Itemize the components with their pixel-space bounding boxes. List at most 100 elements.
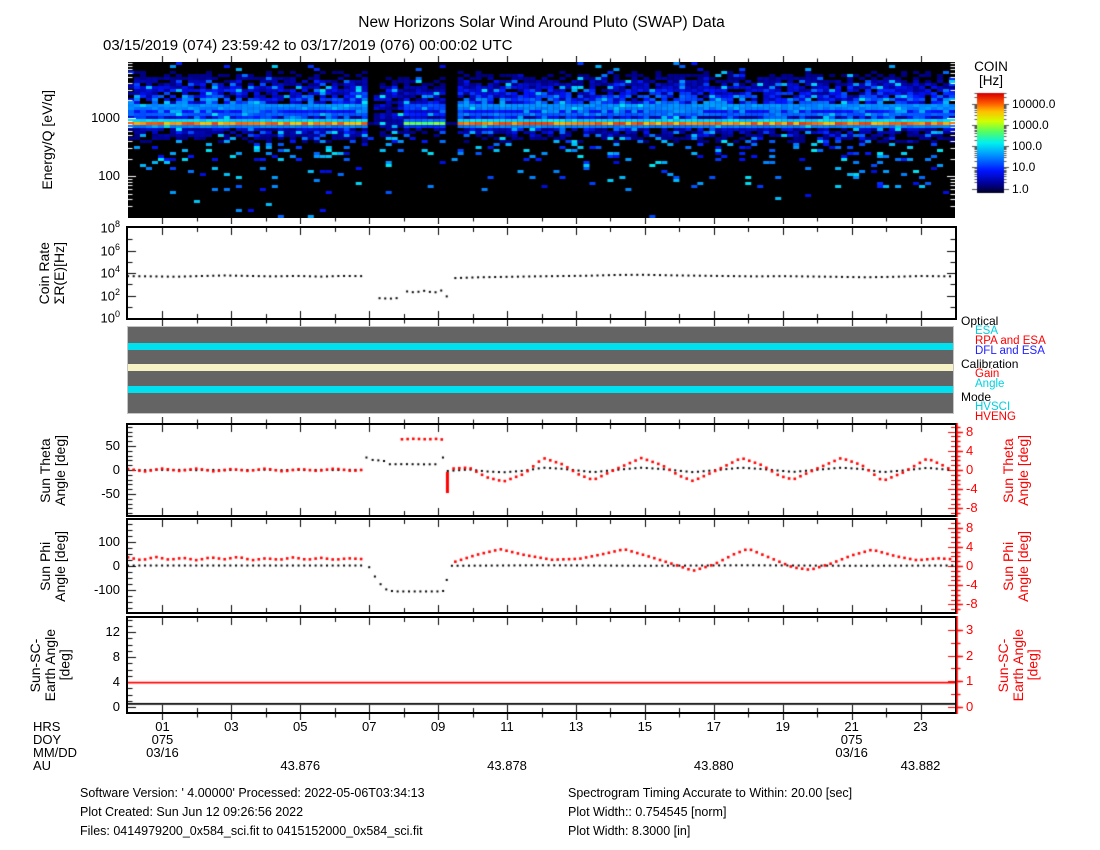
- spectrogram-ylabel-text: Energy/Q [eV/q]: [38, 90, 55, 190]
- energy-spectrogram-canvas: [128, 62, 955, 218]
- sun-sc-earth-right-axis-title: Sun-SC- Earth Angle [deg]: [994, 618, 1042, 712]
- colorbar-tick-label: 10.0: [1012, 160, 1036, 175]
- au-value: 43.878: [487, 758, 527, 773]
- hour-label: 19: [775, 719, 790, 734]
- coin-ylabel-line1: Coin Rate: [36, 241, 53, 305]
- sun-phi-left-tick-label: -100: [93, 581, 120, 597]
- sun-sc-earth-left-tick-label: 4: [112, 674, 120, 689]
- au-value: 43.880: [693, 758, 734, 773]
- hour-label: 15: [637, 719, 653, 734]
- sun-sc-earth-right-tick-label: 3: [966, 621, 974, 637]
- colorbar: [969, 90, 1013, 196]
- coin-rate-panel: [126, 226, 957, 320]
- phi-right-label-line1: Sun Phi: [1000, 541, 1017, 591]
- legend-header-mode: Mode: [961, 390, 992, 404]
- sun-phi-right-tick-label: 8: [966, 519, 974, 535]
- phi-right-label-line2: Angle [deg]: [1015, 530, 1031, 602]
- theta-right-label-line1: Sun Theta: [1000, 437, 1017, 503]
- sun-sc-earth-canvas: [128, 618, 955, 712]
- sun-theta-right-axis-title: Sun Theta Angle [deg]: [998, 425, 1034, 515]
- sun-phi-right-axis-title: Sun Phi Angle [deg]: [998, 520, 1034, 612]
- colorbar-title-line1: COIN: [974, 59, 1008, 74]
- footer-software-version: Software Version: ' 4.00000' Processed: …: [80, 786, 425, 800]
- spectrogram-bottom-ticks: [128, 218, 955, 224]
- sunsc-left-label-line1: Sun-SC-: [26, 638, 43, 692]
- hour-label: 09: [430, 719, 446, 734]
- au-value: 43.882: [900, 758, 941, 773]
- sun-sc-earth-left-tick-label: 0: [112, 699, 120, 714]
- footer-files: Files: 0414979200_0x584_sci.fit to 04151…: [80, 824, 423, 838]
- legend-item-hveng: HVENG: [975, 411, 1016, 423]
- sun-phi-canvas: [128, 520, 955, 612]
- colorbar-tick-label: 1000.0: [1012, 117, 1049, 132]
- sun-sc-earth-right-tick-label: 1: [966, 673, 974, 689]
- sun-theta-right-tick-label: -8: [966, 500, 978, 516]
- coin-rate-tick-label: 108: [100, 219, 120, 236]
- sun-theta-left-tick-label: 0: [112, 462, 120, 477]
- energy-tick-label: 1000: [91, 109, 120, 125]
- sun-theta-right-tick-label: 8: [966, 423, 974, 439]
- colorbar-tick-label: 100.0: [1012, 139, 1043, 154]
- sun-sc-earth-right-tick-label: 0: [966, 698, 974, 714]
- sun-sc-earth-left-tick-label: 8: [112, 649, 120, 664]
- energy-tick-label: 100: [98, 168, 120, 184]
- legend-header-calibration: Calibration: [961, 357, 1019, 371]
- sun-theta-right-tick-label: 4: [966, 442, 974, 458]
- theta-left-label-line1: Sun Theta: [37, 437, 54, 503]
- sun-theta-top-ticks: [128, 417, 955, 423]
- legend-item-esa: ESA: [975, 325, 999, 337]
- mmdd-row-header: MM/DD: [33, 745, 78, 760]
- hour-label: 17: [706, 719, 722, 734]
- phi-left-label-line1: Sun Phi: [37, 541, 54, 591]
- coin-rate-tick-label: 106: [100, 241, 120, 258]
- time-axis-ticks: [128, 714, 955, 720]
- coin-rate-y-axis-title: Coin Rate ΣR(E)[Hz]: [34, 228, 70, 318]
- hrs-row-header: HRS: [33, 719, 61, 734]
- plot-title: New Horizons Solar Wind Around Pluto (SW…: [358, 14, 725, 31]
- colorbar-tick-label: 10000.0: [1012, 96, 1056, 111]
- legend-item-rpa-and-esa: RPA and ESA: [975, 335, 1046, 347]
- sunsc-right-label-line1: Sun-SC-: [994, 638, 1011, 692]
- footer-plot-width-in: Plot Width: 8.3000 [in]: [568, 824, 691, 838]
- sun-phi-panel: [126, 518, 957, 614]
- doy-value: 075: [151, 732, 174, 747]
- doy-value: 075: [840, 732, 863, 747]
- footer-plot-created: Plot Created: Sun Jun 12 09:26:56 2022: [80, 805, 304, 819]
- instrument-flags-panel: [127, 326, 954, 414]
- coin-rate-tick-label: 102: [100, 286, 120, 303]
- sun-theta-panel: [126, 423, 957, 517]
- coin-rate-tick-label: 100: [100, 309, 120, 326]
- sun-theta-left-tick-label: -50: [101, 486, 120, 501]
- sun-theta-right-axis: [956, 423, 968, 517]
- sun-sc-earth-right-axis: [956, 616, 968, 714]
- spectrogram-top-ticks: [128, 56, 955, 62]
- footer-timing-accuracy: Spectrogram Timing Accurate to Within: 2…: [568, 786, 853, 800]
- sunsc-left-label-line2: Earth Angle: [41, 628, 58, 702]
- coin-rate-canvas: [128, 228, 955, 318]
- plot-subtitle: 03/15/2019 (074) 23:59:42 to 03/17/2019 …: [103, 37, 513, 54]
- legend-item-gain: Gain: [975, 368, 1000, 380]
- sun-sc-earth-panel: [126, 616, 957, 714]
- spectrogram-y-axis-title: Energy/Q [eV/q]: [30, 62, 64, 218]
- flag-stripe-calibration: [128, 364, 953, 371]
- sun-sc-earth-left-axis-title: Sun-SC- Earth Angle [deg]: [26, 618, 74, 712]
- colorbar-title-line2: [Hz]: [978, 73, 1003, 88]
- legend-item-hvsci: HVSCI: [975, 401, 1011, 413]
- hour-label: 23: [913, 719, 928, 734]
- sun-theta-right-tick-label: 0: [966, 462, 974, 477]
- instrument-flags-legend: Optical ESA RPA and ESA DFL and ESA Calibrat…: [961, 313, 1081, 423]
- au-value: 43.876: [280, 758, 321, 773]
- coin-rate-tick-label: 104: [100, 264, 120, 281]
- hour-label: 13: [568, 719, 584, 734]
- sunsc-right-label-line2: Earth Angle: [1009, 628, 1026, 702]
- sun-phi-left-tick-label: 100: [98, 534, 120, 549]
- coin-rate-bottom-ticks: [128, 320, 955, 326]
- sun-phi-right-tick-label: -4: [966, 577, 978, 593]
- flag-stripe-mode: [128, 386, 953, 393]
- au-row-header: AU: [33, 758, 52, 773]
- hour-label: 05: [293, 719, 308, 734]
- legend-item-angle: Angle: [975, 378, 1005, 390]
- mmdd-value: 03/16: [835, 745, 868, 760]
- sun-sc-earth-right-tick-label: 2: [966, 647, 974, 663]
- sun-phi-left-tick-label: 0: [112, 558, 120, 573]
